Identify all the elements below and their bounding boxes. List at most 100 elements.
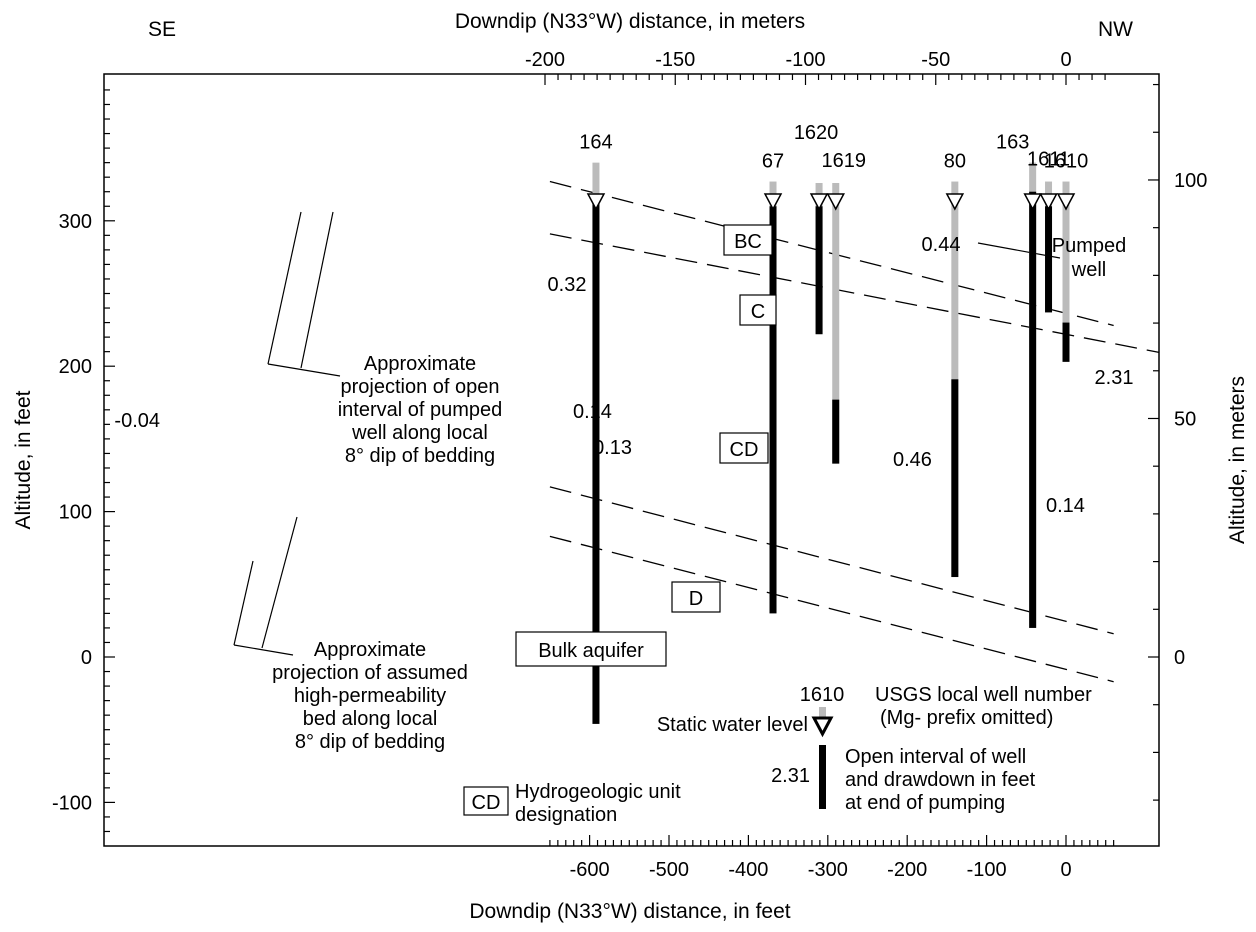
unit-label-d: D: [689, 588, 703, 610]
left-tick-label: 200: [59, 356, 92, 378]
water-level-marker: [1056, 193, 1076, 211]
proj-bed-text-4: bed along local: [303, 708, 438, 730]
drawdown-label: 2.31: [1095, 367, 1134, 389]
bottom-tick-label: 0: [1060, 859, 1071, 881]
well-id-label: 163: [996, 132, 1029, 154]
legend-well-number-2: (Mg- prefix omitted): [880, 707, 1053, 729]
well-open-interval: [1045, 206, 1053, 313]
unit-label-bulk: Bulk aquifer: [538, 640, 644, 662]
drawdown-label: 0.44: [922, 234, 961, 256]
well-open-interval: [815, 206, 823, 335]
drawdown-label: 0.32: [548, 274, 587, 296]
bottom-tick-label: -500: [649, 859, 689, 881]
legend-well-number-1: USGS local well number: [875, 684, 1092, 706]
proj-open-line-right: [300, 211, 334, 369]
water-level-marker: [763, 193, 783, 211]
drawdown-label: 0.46: [893, 449, 932, 471]
bottom-tick-label: -300: [808, 859, 848, 881]
top-tick-label: -150: [655, 49, 695, 71]
unit-box-c: [739, 294, 777, 326]
well-1611: 1611 0.44: [922, 149, 1070, 313]
proj-bed-leader: [233, 644, 294, 656]
well-id-label: 80: [944, 151, 966, 173]
unit-box-cd: [719, 432, 769, 464]
well-casing: [1062, 181, 1070, 362]
drawdown-label: 0.14: [1046, 495, 1085, 517]
legend-open-interval-1: Open interval of well: [845, 746, 1026, 768]
proj-open-text-5: 8° dip of bedding: [345, 445, 495, 467]
right-tick-label: 100: [1174, 170, 1207, 192]
unit-box-bulk: [515, 631, 667, 667]
legend-drawdown-value: 2.31: [771, 765, 810, 787]
unit-box-bc: [723, 224, 773, 256]
legend-open-interval-3: at end of pumping: [845, 792, 1005, 814]
top-tick-label: 0: [1060, 49, 1071, 71]
well-1620: 1620 0.32: [548, 122, 839, 335]
proj-open-text-2: projection of open: [340, 376, 499, 398]
legend-open-interval-2: and drawdown in feet: [845, 769, 1036, 791]
well-1610: 1610 2.31: [1044, 151, 1134, 389]
drawdown-label: 0.13: [593, 437, 632, 459]
axis-ticks: -600 -500 -400 -300 -200 -100 0-200 -150 -100 -50…: [52, 49, 1207, 881]
well-open-interval: [1029, 191, 1037, 628]
well-open-interval: [832, 399, 840, 464]
proj-bed-text-5: 8° dip of bedding: [295, 731, 445, 753]
right-axis-title: Altitude, in meters: [1226, 376, 1249, 544]
wells: 164-0.04670.1416200.3216190.13800.461630…: [114, 122, 1133, 724]
legend: 1610 USGS local well number (Mg- prefix …: [463, 684, 1092, 826]
well-id-label: 1610: [1044, 151, 1089, 173]
legend-unit-box-label: CD: [472, 792, 501, 814]
well-id-label: 164: [579, 132, 612, 154]
proj-bed-line-left: [233, 560, 254, 646]
pumped-well-line1: Pumped: [1052, 235, 1127, 257]
legend-unit-desc-2: designation: [515, 804, 617, 826]
top-tick-label: -200: [525, 49, 565, 71]
legend-open-interval: [819, 745, 826, 809]
legend-unit-box: [463, 786, 509, 816]
bed-boundary-2: [549, 233, 1160, 354]
proj-open-leader: [267, 363, 341, 377]
proj-bed-line-right: [261, 516, 298, 649]
legend-unit-desc-1: Hydrogeologic unit: [515, 781, 681, 803]
right-tick-label: 0: [1174, 647, 1185, 669]
top-tick-label: -100: [785, 49, 825, 71]
legend-static-water: Static water level: [657, 714, 808, 736]
water-level-marker: [826, 193, 845, 211]
left-tick-label: -100: [52, 792, 92, 814]
well-1619: 1619 0.13: [593, 150, 866, 464]
proj-open-line-left: [267, 211, 302, 365]
bottom-tick-label: -400: [728, 859, 768, 881]
water-level-marker: [586, 193, 606, 211]
well-163: 163 0.14: [996, 132, 1085, 628]
unit-label-bc: BC: [734, 231, 762, 253]
bottom-tick-label: -600: [570, 859, 610, 881]
water-level-marker: [945, 193, 965, 211]
top-axis-title: Downdip (N33°W) distance, in meters: [455, 10, 805, 33]
left-axis-title: Altitude, in feet: [12, 390, 35, 529]
water-level-marker: [1023, 193, 1042, 211]
direction-se: SE: [148, 18, 176, 41]
well-164: 164 -0.04: [114, 132, 613, 724]
well-open-interval: [1062, 322, 1070, 362]
water-level-marker: [809, 193, 829, 211]
well-open-interval: [951, 379, 959, 578]
bottom-axis-title: Downdip (N33°W) distance, in feet: [469, 900, 790, 923]
left-tick-label: 300: [59, 211, 92, 233]
well-open-interval: [769, 206, 777, 614]
legend-water-level-icon: [811, 716, 834, 738]
well-80: 800.46: [893, 151, 966, 578]
proj-open-text-4: well along local: [351, 422, 488, 444]
well-id-label: 1620: [794, 122, 839, 144]
bed-boundaries: [549, 180, 1160, 683]
legend-casing: [819, 707, 826, 718]
bed-boundary-3: [549, 486, 1114, 635]
bed-boundary-1: [549, 180, 1114, 327]
direction-nw: NW: [1098, 18, 1133, 41]
bed-boundary-4: [549, 535, 1114, 683]
well-id-label: 1611: [1027, 149, 1070, 171]
proj-open-text-1: Approximate: [364, 353, 476, 375]
left-tick-label: 0: [81, 647, 92, 669]
drawdown-label: 0.14: [573, 401, 612, 423]
well-casing: [832, 182, 840, 464]
